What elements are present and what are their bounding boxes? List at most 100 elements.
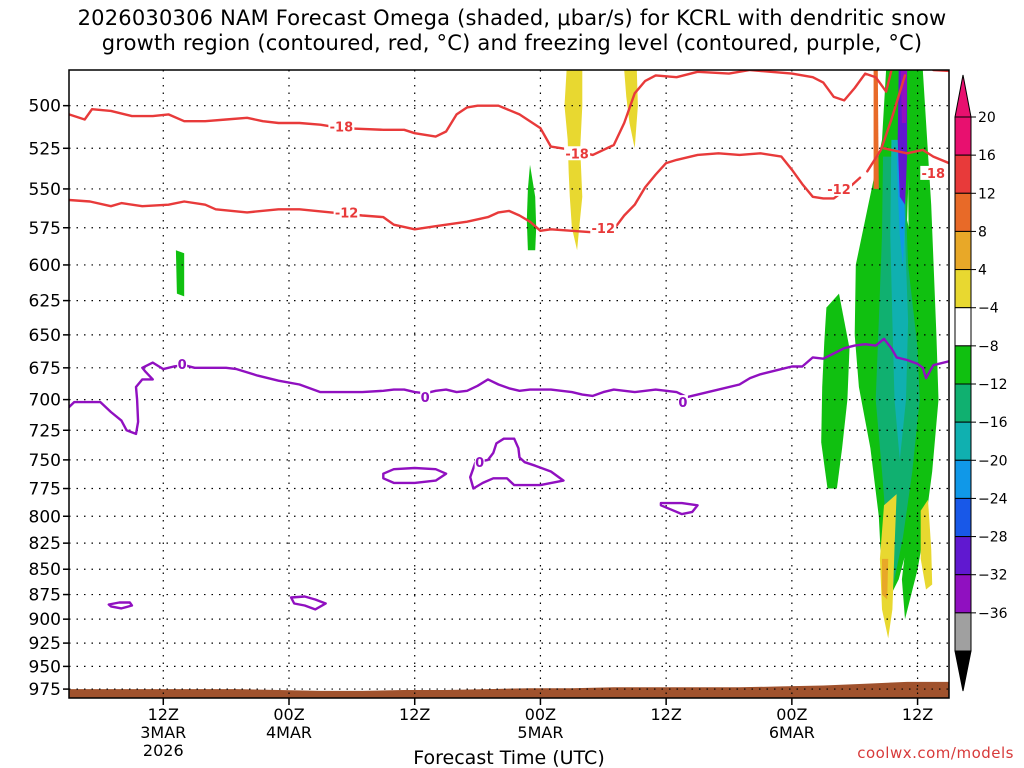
colorbar-label-5: −4 xyxy=(978,301,999,317)
contour-label-bg-6 xyxy=(177,356,188,371)
contour-12c-east xyxy=(866,74,907,173)
x-tick-label-69-2: 6MAR xyxy=(769,723,815,742)
omega-region-w-8-f xyxy=(882,558,889,600)
y-tick-label-950: 950 xyxy=(29,657,61,677)
colorbar-swatch-7 xyxy=(954,383,972,423)
omega-region-w-4-e xyxy=(879,494,897,639)
contour-0c-loop-d xyxy=(107,601,134,610)
contour-label-2: -18 xyxy=(922,167,946,182)
contour-label-bg-2 xyxy=(920,165,947,180)
colorbar-label-4: 4 xyxy=(978,263,987,279)
plot-frame xyxy=(68,69,950,699)
y-tick-label-925: 925 xyxy=(29,634,61,654)
terrain-surface xyxy=(69,681,949,698)
colorbar-label-10: −24 xyxy=(978,491,1008,507)
y-tick-label-625: 625 xyxy=(29,292,61,312)
omega-region-w-4-g xyxy=(901,70,939,620)
credit-text: coolwx.com/models xyxy=(857,744,1014,762)
x-tick-label-21-1: 00Z xyxy=(273,705,304,724)
contour-label-bg-5 xyxy=(826,181,852,196)
y-axis: 500 525 550 575 600 625 650 675 700 725 750 775 800 8… xyxy=(29,97,69,700)
y-tick-label-975: 975 xyxy=(29,680,61,700)
contour-label-layer: -18 -18 -18 -12 -12 -12 0 0 0 0 xyxy=(177,119,947,471)
colorbar-swatch-8 xyxy=(954,421,972,461)
y-tick-label-850: 850 xyxy=(29,560,61,580)
contour-0c-loop-a xyxy=(382,466,448,485)
y-tick-label-600: 600 xyxy=(29,256,61,276)
contour-label-bg-8 xyxy=(474,455,485,470)
y-tick-label-550: 550 xyxy=(29,180,61,200)
colorbar-label-3: 8 xyxy=(978,224,987,240)
chart-title-line-1: 2026030306 NAM Forecast Omega (shaded, μ… xyxy=(77,6,947,30)
y-tick-label-575: 575 xyxy=(29,219,61,239)
y-tick-label-650: 650 xyxy=(29,326,61,346)
colorbar-swatch-11 xyxy=(954,536,972,576)
omega-region-w-4-c xyxy=(526,164,537,251)
contour-label-bg-7 xyxy=(420,390,431,405)
y-tick-label-750: 750 xyxy=(29,451,61,471)
colorbar-swatch-2 xyxy=(954,192,972,232)
y-tick-label-700: 700 xyxy=(29,391,61,411)
y-tick-label-875: 875 xyxy=(29,586,61,606)
omega-region-w-4-f xyxy=(821,293,850,489)
colorbar-label-7: −12 xyxy=(978,377,1008,393)
x-tick-label-45-1: 00Z xyxy=(525,705,556,724)
contour-0c-loop-c xyxy=(659,501,699,516)
contour-label-7: 0 xyxy=(421,391,430,406)
contour-label-5: -12 xyxy=(827,183,851,198)
contour-label-4: -12 xyxy=(592,222,616,237)
y-tick-label-675: 675 xyxy=(29,359,61,379)
chart-title: 2026030306 NAM Forecast Omega (shaded, μ… xyxy=(0,6,1024,56)
x-tick-label-21-2: 4MAR xyxy=(266,723,312,742)
chart-title-line-2: growth region (contoured, red, °C) and f… xyxy=(101,31,923,55)
x-tick-label-33-1: 12Z xyxy=(399,705,430,724)
colorbar-label-9: −20 xyxy=(978,453,1008,469)
colorbar-swatch-5 xyxy=(954,307,972,347)
colorbar-swatch-3 xyxy=(954,230,972,271)
colorbar-label-13: −36 xyxy=(978,606,1008,622)
colorbar-label-6: −8 xyxy=(978,339,999,355)
contour-0c xyxy=(69,337,949,436)
omega-region-w-4-d xyxy=(175,250,185,297)
y-tick-label-725: 725 xyxy=(29,421,61,441)
colorbar-swatch-4 xyxy=(954,269,972,309)
colorbar-swatch-9 xyxy=(954,459,972,499)
omega-region-w-4-g xyxy=(920,499,933,590)
x-tick-label-9-1: 12Z xyxy=(148,705,179,724)
x-tick-label-69-1: 00Z xyxy=(776,705,807,724)
colorbar-label-1: 16 xyxy=(978,148,996,164)
contour-18c xyxy=(69,70,893,157)
y-tick-label-500: 500 xyxy=(29,97,61,117)
grid-layer xyxy=(69,70,949,698)
x-axis-label: Forecast Time (UTC) xyxy=(413,747,604,768)
contour-label-9: 0 xyxy=(678,396,687,411)
contour-label-3: -12 xyxy=(335,206,359,221)
colorbar-label-8: −16 xyxy=(978,415,1008,431)
colorbar-label-2: 12 xyxy=(978,186,996,202)
terrain-layer xyxy=(69,681,949,698)
y-tick-label-800: 800 xyxy=(29,507,61,527)
contour-0c-loop-e xyxy=(289,595,327,611)
colorbar-top-arrow xyxy=(954,74,972,118)
x-tick-label-9-3: 2026 xyxy=(143,741,184,760)
colorbar-bottom-arrow xyxy=(954,650,972,692)
colorbar-label-11: −28 xyxy=(978,530,1008,546)
colorbar-swatch-12 xyxy=(954,574,972,614)
contour-18c-top-right xyxy=(932,70,949,73)
contour-label-6: 0 xyxy=(178,358,187,373)
x-tick-label-9-2: 3MAR xyxy=(140,723,186,742)
omega-region-w-4-b xyxy=(624,70,638,149)
x-tick-label-81-1: 12Z xyxy=(902,705,933,724)
y-tick-label-775: 775 xyxy=(29,480,61,500)
colorbar-swatch-6 xyxy=(954,345,972,385)
colorbar-label-0: 20 xyxy=(978,110,996,126)
contour-label-bg-4 xyxy=(590,220,617,235)
contour-label-8: 0 xyxy=(475,456,484,471)
y-tick-label-825: 825 xyxy=(29,534,61,554)
contour-label-bg-0 xyxy=(328,119,355,134)
y-tick-label-900: 900 xyxy=(29,610,61,630)
contour-label-1: -18 xyxy=(565,147,589,162)
contour-label-bg-3 xyxy=(333,205,360,220)
